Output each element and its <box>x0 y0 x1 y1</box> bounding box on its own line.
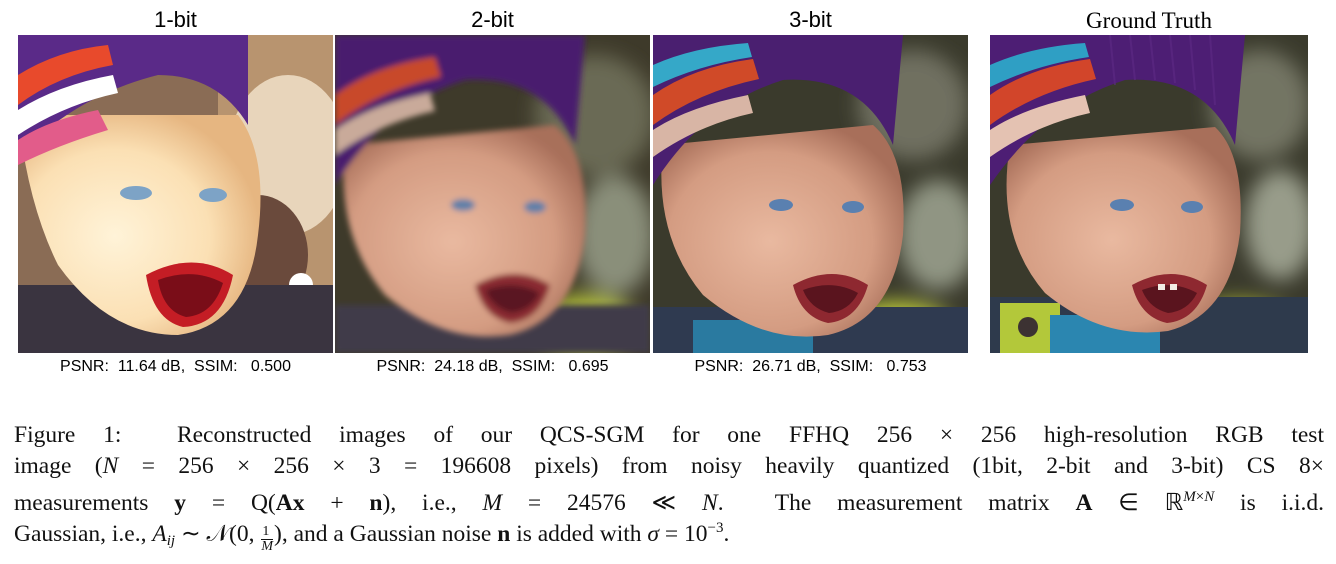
reconstruction-image-1bit <box>18 35 333 353</box>
metric-text: PSNR: 24.18 dB, SSIM: 0.695 <box>376 358 609 375</box>
figure-caption: Figure 1: Reconstructed images of our QC… <box>14 420 1325 554</box>
metric-text: PSNR: 11.64 dB, SSIM: 0.500 <box>60 358 291 375</box>
metric-text: PSNR: 26.71 dB, SSIM: 0.753 <box>694 358 927 375</box>
ground-truth-image <box>990 35 1308 353</box>
caption-line-2: image (N = 256 × 256 × 3 = 196608 pixels… <box>14 453 1325 479</box>
caption-line-1: Figure 1: Reconstructed images of our QC… <box>14 422 1324 448</box>
panel-title: 2-bit <box>471 7 514 32</box>
caption-line-4: Gaussian, i.e., Aij ∼ 𝒩(0, 1 M), and a Ga… <box>14 520 730 554</box>
reconstruction-image-2bit <box>335 35 650 353</box>
panel-title: Ground Truth <box>1086 8 1212 33</box>
panel-title: 1-bit <box>154 7 197 32</box>
caption-line-3: measurements y = Q(Ax + n), i.e., M = 24… <box>14 489 1324 516</box>
reconstruction-image-3bit <box>653 35 968 353</box>
caption-label: Figure 1: <box>14 422 122 448</box>
panel-title: 3-bit <box>789 7 832 32</box>
